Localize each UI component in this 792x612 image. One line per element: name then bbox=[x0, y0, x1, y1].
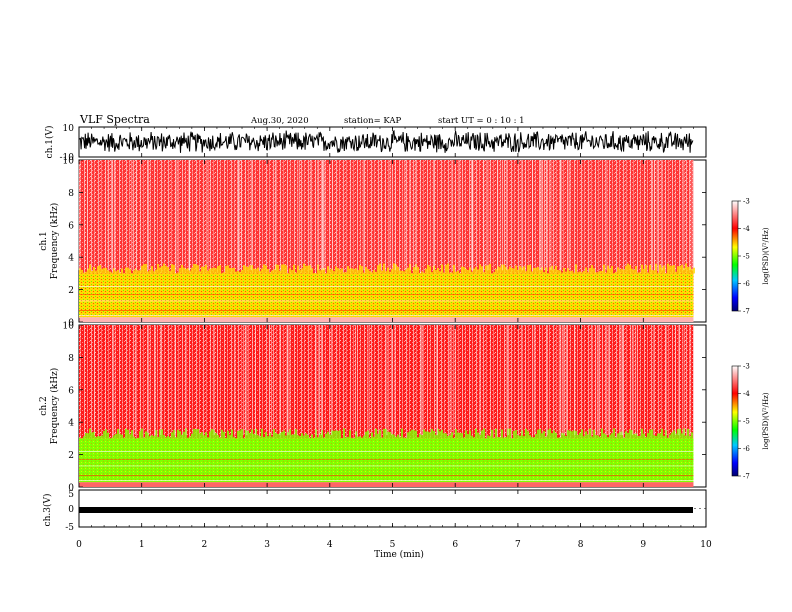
ch3-ylabel: ch.3(V) bbox=[42, 494, 53, 527]
ch1-waveform-panel: 10 -10 ch.1(V) bbox=[44, 124, 707, 163]
spec2-ytick-8: 8 bbox=[68, 354, 74, 364]
ch3-waveform-panel: 5 0 -5 ch.3(V) 0 1 2 3 4 5 6 7 8 9 10 Time (min) bbox=[42, 127, 712, 560]
time-tick-6: 6 bbox=[452, 540, 458, 550]
colorbar-ch1-label: log(PSD)(V²/Hz) bbox=[762, 227, 770, 284]
spec1-ytick-2: 2 bbox=[68, 286, 74, 296]
time-tick-0: 0 bbox=[76, 540, 82, 550]
ch2-spec-ylabel-freq: Frequency (kHz) bbox=[49, 368, 60, 445]
time-tick-3: 3 bbox=[264, 540, 270, 550]
spectrogram-band-0 bbox=[79, 482, 694, 487]
time-tick-1: 1 bbox=[139, 540, 145, 550]
spec1-ytick-6: 6 bbox=[68, 221, 74, 231]
time-tick-7: 7 bbox=[515, 540, 521, 550]
colorbar-ch1-gradient bbox=[731, 200, 739, 312]
start-time-label: start UT = 0 : 10 : 1 bbox=[438, 116, 525, 126]
colorbar-ch2-label: log(PSD)(V²/Hz) bbox=[762, 392, 770, 449]
colorbar-ch2: -3 -4 -5 -6 -7 log(PSD)(V²/Hz) bbox=[731, 363, 770, 481]
time-axis-label: Time (min) bbox=[374, 549, 424, 560]
time-tick-4: 4 bbox=[327, 540, 333, 550]
figure-title: VLF Spectra bbox=[79, 113, 150, 126]
ch1-spec-ylabel-channel: ch.1 bbox=[39, 231, 49, 250]
ch3-waveform-band bbox=[79, 507, 693, 513]
time-tick-10: 10 bbox=[700, 540, 712, 550]
ch2-spec-ylabel-channel: ch.2 bbox=[39, 396, 49, 415]
date-label: Aug.30, 2020 bbox=[250, 116, 309, 126]
spec1-ytick-8: 8 bbox=[68, 189, 74, 199]
colorbar-tick: -6 bbox=[743, 445, 750, 453]
ch2-spectrogram-image bbox=[79, 325, 695, 487]
time-tick-8: 8 bbox=[578, 540, 584, 550]
ch1-waveform-line bbox=[78, 129, 694, 153]
colorbar-tick: -5 bbox=[743, 253, 750, 261]
time-axis-ticks: 0 1 2 3 4 5 6 7 8 9 10 bbox=[76, 127, 712, 550]
time-tick-9: 9 bbox=[640, 540, 646, 550]
ch2-spectrogram-panel: 0 2 4 6 8 10 ch.2 Frequency (kHz) bbox=[39, 322, 707, 494]
colorbar-tick: -6 bbox=[743, 280, 750, 288]
spectrogram-band-0 bbox=[79, 317, 694, 322]
spec2-ytick-2: 2 bbox=[68, 451, 74, 461]
colorbar-tick: -5 bbox=[743, 418, 750, 426]
spec2-ytick-10: 10 bbox=[63, 322, 75, 332]
ch3-ytick-top: 5 bbox=[68, 490, 74, 500]
spec1-ytick-10: 10 bbox=[63, 157, 75, 167]
colorbar-tick: -7 bbox=[743, 308, 750, 316]
colorbar-tick: -4 bbox=[743, 225, 750, 233]
ch3-ytick-mid: 0 bbox=[68, 505, 74, 515]
colorbar-ch2-gradient bbox=[731, 365, 739, 477]
colorbar-tick: -4 bbox=[743, 390, 750, 398]
time-tick-5: 5 bbox=[390, 540, 396, 550]
ch1-ytick-bottom: -10 bbox=[60, 153, 75, 163]
time-tick-2: 2 bbox=[202, 540, 208, 550]
station-label: station= KAP bbox=[344, 116, 402, 126]
spec2-ytick-0: 0 bbox=[68, 484, 74, 494]
colorbar-ch1: -3 -4 -5 -6 -7 log(PSD)(V²/Hz) bbox=[731, 198, 770, 316]
ch3-ytick-bottom: -5 bbox=[65, 523, 74, 533]
spec2-ytick-4: 4 bbox=[68, 419, 74, 429]
ch1-spectrogram-image bbox=[78, 160, 695, 322]
ch1-spectrogram-panel: 0 2 4 6 8 10 ch.1 Frequency (kHz) bbox=[39, 157, 707, 329]
ch1-ytick-top: 10 bbox=[63, 124, 75, 134]
spec1-ytick-0: 0 bbox=[68, 319, 74, 329]
ch1-ylabel: ch.1(V) bbox=[44, 126, 55, 159]
ch1-spec-ylabel-freq: Frequency (kHz) bbox=[49, 203, 60, 280]
spec2-ytick-6: 6 bbox=[68, 386, 74, 396]
colorbar-tick: -3 bbox=[743, 363, 750, 371]
colorbar-tick: -7 bbox=[743, 473, 750, 481]
colorbar-tick: -3 bbox=[743, 198, 750, 206]
spec1-ytick-4: 4 bbox=[68, 254, 74, 264]
